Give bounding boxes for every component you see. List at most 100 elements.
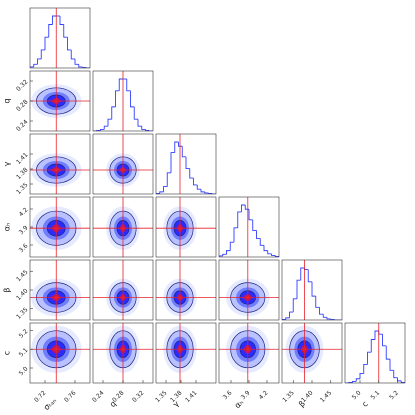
y-tick-label: 3.6 xyxy=(18,242,30,254)
y-tick-label: 4.2 xyxy=(18,206,30,218)
y-axis-label: γ xyxy=(3,161,12,166)
panel-frame xyxy=(281,259,343,321)
hist-step xyxy=(156,193,160,194)
x-axis-label: σₜₐₙ xyxy=(42,396,58,412)
hist-step xyxy=(311,281,316,297)
hist-step xyxy=(178,142,183,147)
hist-step xyxy=(70,49,75,60)
hist-step xyxy=(67,37,72,51)
panel xyxy=(156,134,216,194)
hist-step xyxy=(304,268,309,271)
panel-frame xyxy=(92,133,154,195)
panel xyxy=(345,323,405,383)
y-tick-label: 1.45 xyxy=(15,269,30,284)
hist-step xyxy=(137,119,142,127)
hist-step xyxy=(78,64,83,68)
panel xyxy=(30,71,90,131)
hist-step xyxy=(226,250,231,255)
panel xyxy=(93,134,153,194)
y-axis-label: β xyxy=(3,287,12,292)
hist-step xyxy=(82,66,87,68)
hist-step xyxy=(44,36,49,50)
hist-step xyxy=(115,90,120,107)
panel xyxy=(156,323,216,383)
hist-step xyxy=(322,314,327,318)
hist-step xyxy=(189,168,194,179)
hist-step xyxy=(282,319,286,320)
hist-step xyxy=(378,331,383,335)
hist-step xyxy=(352,380,357,383)
y-tick-label: 1.38 xyxy=(15,166,30,181)
panel xyxy=(93,260,153,320)
panel-frame xyxy=(92,259,154,321)
x-tick-label: 4.2 xyxy=(258,389,270,401)
hist-step xyxy=(118,78,123,91)
panel-frame xyxy=(155,133,217,195)
hist-step xyxy=(267,250,272,255)
hist-step xyxy=(211,193,216,194)
x-tick-label: 1.35 xyxy=(281,389,296,404)
hist-step xyxy=(248,209,253,221)
panel xyxy=(30,197,90,257)
hist-step xyxy=(229,241,234,251)
hist-step xyxy=(382,334,387,347)
hist-step xyxy=(193,178,198,186)
hist-step xyxy=(259,238,264,246)
hist-step xyxy=(326,317,331,320)
hist-step xyxy=(59,16,64,25)
hist-step xyxy=(107,118,112,127)
hist-step xyxy=(393,370,398,379)
panel-frame xyxy=(344,322,406,384)
hist-step xyxy=(315,296,320,308)
hist-step xyxy=(130,90,135,108)
hist-step xyxy=(196,184,201,190)
hist-step xyxy=(397,377,402,382)
hist-step xyxy=(111,106,116,120)
hist-step xyxy=(148,130,153,131)
hist-step xyxy=(222,253,227,256)
hist-step xyxy=(237,211,242,228)
y-tick-label: 0.24 xyxy=(15,118,30,133)
hist-step xyxy=(166,172,171,187)
hist-step xyxy=(63,24,68,38)
panel-frame xyxy=(155,196,217,258)
x-axis-label: γ xyxy=(171,399,181,409)
panel xyxy=(156,260,216,320)
y-tick-label: 1.40 xyxy=(15,287,30,302)
panel xyxy=(219,323,279,383)
panel xyxy=(93,71,153,131)
hist-step xyxy=(204,191,209,194)
y-axis-label: αₕ xyxy=(3,223,12,232)
hist-step xyxy=(271,253,276,256)
y-tick-label: 1.35 xyxy=(15,306,30,321)
panel-frame xyxy=(29,7,91,69)
x-axis-label: β xyxy=(297,399,307,409)
hist-step xyxy=(40,49,45,59)
panel xyxy=(156,197,216,257)
x-tick-label: 5.2 xyxy=(388,389,400,401)
y-axis-label: c xyxy=(3,351,12,355)
x-tick-label: 1.35 xyxy=(154,389,169,404)
hist-step xyxy=(233,227,238,243)
x-tick-label: 0.24 xyxy=(91,389,106,404)
y-tick-label: 5.2 xyxy=(18,328,30,340)
panel xyxy=(282,260,342,320)
hist-step xyxy=(289,311,294,318)
hist-step xyxy=(319,307,324,315)
hist-step xyxy=(300,267,305,281)
panel-frame xyxy=(155,259,217,321)
hist-step xyxy=(359,372,364,379)
hist-step xyxy=(74,58,79,65)
hist-step xyxy=(370,339,375,353)
hist-step xyxy=(174,141,179,153)
hist-step xyxy=(307,269,312,283)
hist-step xyxy=(170,152,175,173)
hist-step xyxy=(141,126,146,130)
hist-step xyxy=(374,330,379,340)
x-tick-label: 1.45 xyxy=(319,389,334,404)
y-axis-label: q xyxy=(3,98,12,103)
x-tick-label: 0.32 xyxy=(131,389,146,404)
hist-step xyxy=(285,317,290,320)
hist-step xyxy=(367,351,372,365)
